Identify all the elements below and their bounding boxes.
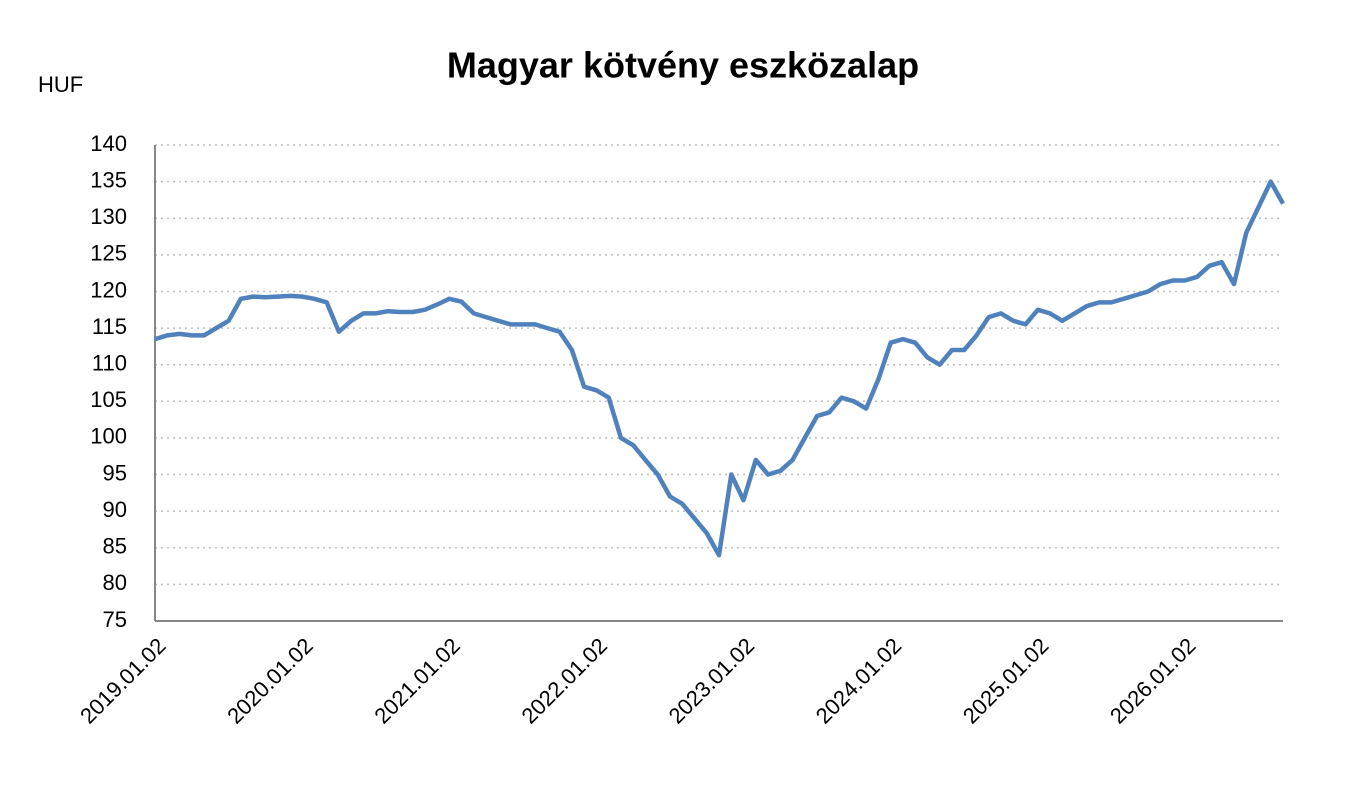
y-tick-label: 95 (103, 460, 127, 485)
y-tick-label: 85 (103, 534, 127, 559)
x-tick-label: 2026.01.02 (1105, 633, 1201, 729)
y-tick-label: 135 (90, 167, 127, 192)
y-tick-label: 80 (103, 570, 127, 595)
y-axis-label: HUF (38, 72, 83, 97)
x-tick-label: 2020.01.02 (222, 633, 318, 729)
data-line (154, 179, 1285, 558)
y-tick-label: 75 (103, 607, 127, 632)
y-tick-label: 120 (90, 277, 127, 302)
x-tick-label: 2023.01.02 (664, 633, 760, 729)
y-tick-label: 105 (90, 387, 127, 412)
x-tick-label: 2024.01.02 (811, 633, 907, 729)
y-tick-label: 130 (90, 204, 127, 229)
y-tick-label: 125 (90, 241, 127, 266)
x-tick-label: 2022.01.02 (517, 633, 613, 729)
y-tick-label: 110 (92, 351, 127, 376)
x-tick-label: 2025.01.02 (958, 633, 1054, 729)
y-tick-label: 100 (90, 424, 127, 449)
y-tick-label: 115 (92, 314, 127, 339)
x-tick-label: 2021.01.02 (369, 633, 465, 729)
y-tick-label: 140 (90, 131, 127, 156)
chart-title: Magyar kötvény eszközalap (447, 45, 919, 86)
y-tick-label: 90 (103, 497, 127, 522)
x-tick-label: 2019.01.02 (75, 633, 171, 729)
